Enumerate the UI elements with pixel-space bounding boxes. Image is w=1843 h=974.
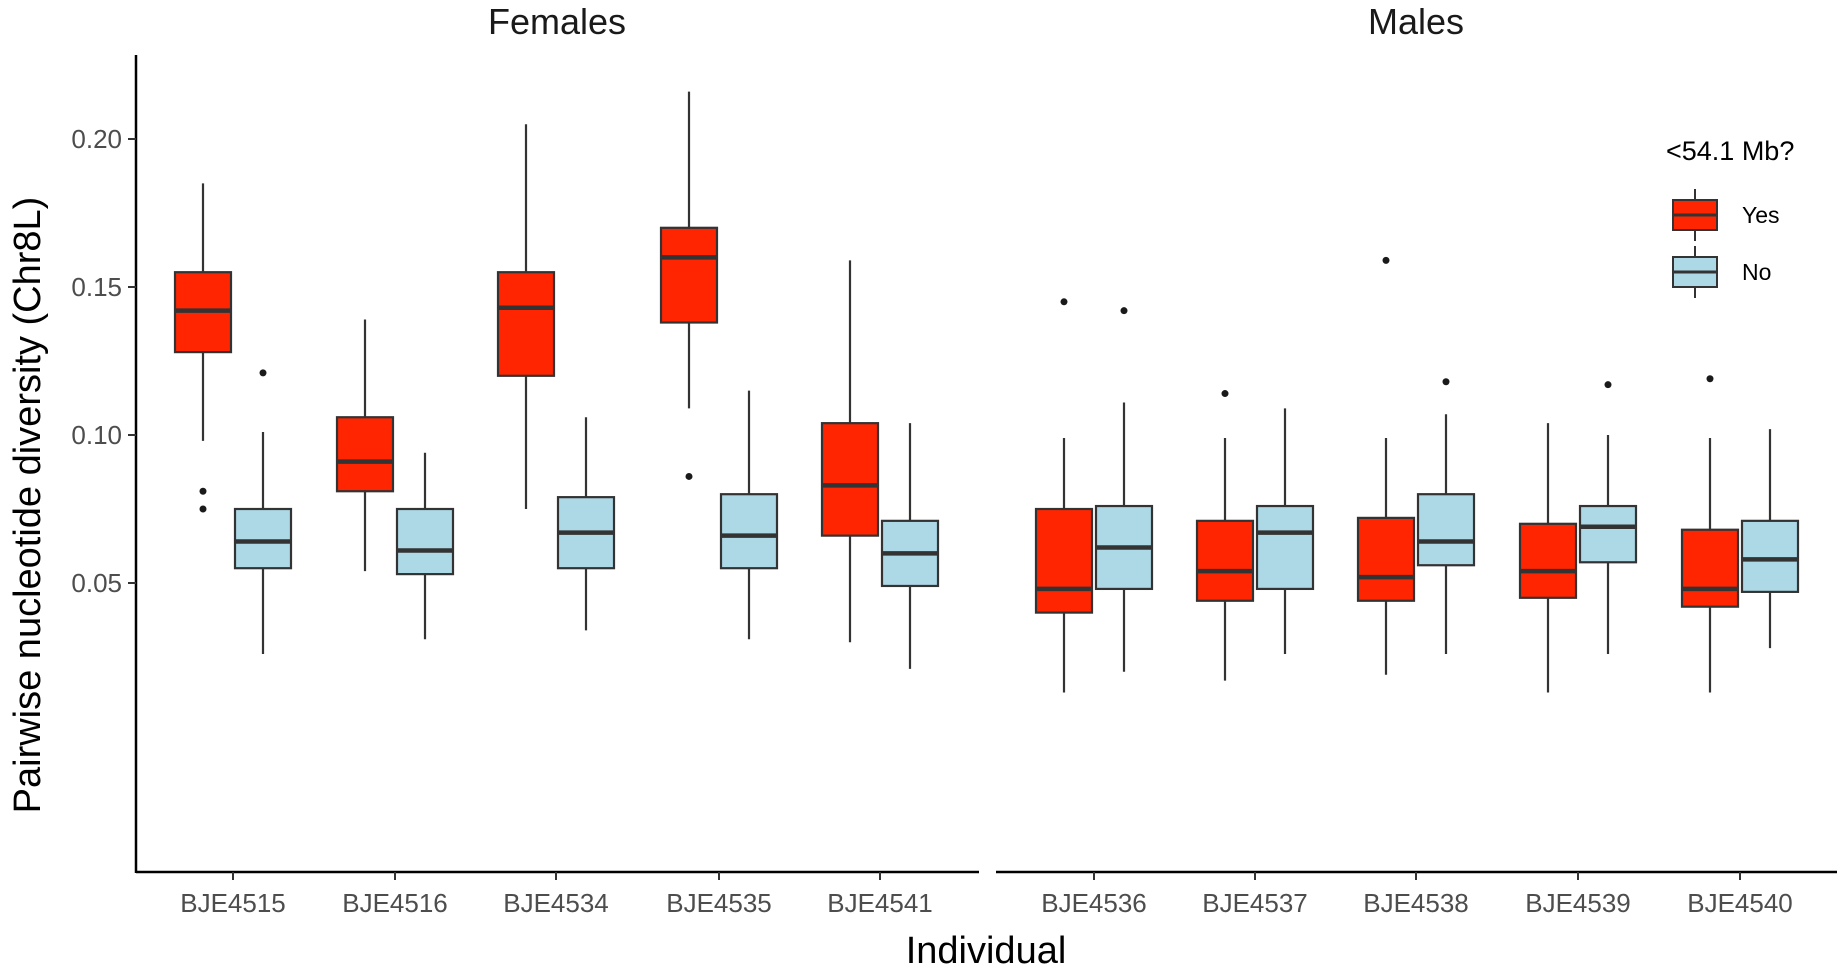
box-BJE4540-yes (1680, 375, 1740, 693)
legend-item-no: No (1672, 246, 1771, 298)
x-tick-label: BJE4535 (666, 888, 772, 918)
box-BJE4536-no (1094, 307, 1154, 672)
box-BJE4534-no (556, 417, 616, 631)
box-iqr (1518, 522, 1578, 599)
outlier-point (1120, 307, 1128, 315)
box-BJE4541-yes (820, 260, 880, 643)
box-iqr (1578, 504, 1638, 564)
box-iqr (1680, 528, 1740, 608)
x-tick-label: BJE4537 (1202, 888, 1308, 918)
box-BJE4541-no (880, 423, 940, 669)
outlier-point (1604, 381, 1612, 389)
x-tick-label: BJE4539 (1525, 888, 1631, 918)
box-BJE4516-yes (335, 319, 395, 572)
box-BJE4515-no (233, 369, 293, 655)
facet-titles: Females Males (488, 1, 1464, 42)
box-BJE4537-yes (1195, 390, 1255, 681)
facet-title-females: Females (488, 1, 626, 42)
box-iqr (233, 507, 293, 570)
outlier-point (1060, 298, 1068, 306)
outlier-point (1706, 375, 1714, 383)
box-BJE4535-no (719, 390, 779, 640)
box-BJE4536-yes (1034, 298, 1094, 693)
outlier-point (259, 369, 267, 377)
legend-item-yes: Yes (1672, 189, 1780, 241)
box-iqr (659, 226, 719, 324)
y-tick-label: 0.15 (71, 272, 122, 302)
outlier-point (199, 487, 207, 495)
x-tick-label: BJE4516 (342, 888, 448, 918)
box-BJE4540-no (1740, 429, 1800, 649)
box-iqr (719, 493, 779, 570)
outlier-point (199, 505, 207, 513)
legend-title: <54.1 Mb? (1666, 136, 1794, 166)
x-tick-label: BJE4536 (1041, 888, 1147, 918)
legend-label: No (1742, 259, 1771, 285)
box-iqr (1255, 504, 1315, 591)
box-BJE4539-yes (1518, 423, 1578, 693)
legend: <54.1 Mb? Yes No (1666, 136, 1794, 298)
box-iqr (820, 422, 880, 537)
boxes (173, 91, 1800, 693)
facet-title-males: Males (1368, 1, 1464, 42)
box-iqr (1356, 516, 1416, 602)
outlier-point (1382, 256, 1390, 264)
legend-label: Yes (1742, 202, 1780, 228)
box-iqr (496, 271, 556, 377)
box-iqr (1740, 519, 1800, 593)
box-BJE4515-yes (173, 183, 233, 513)
x-tick-label: BJE4534 (503, 888, 609, 918)
box-iqr (1195, 519, 1255, 602)
box-BJE4537-no (1255, 408, 1315, 655)
box-iqr (335, 416, 395, 493)
x-tick-label: BJE4515 (180, 888, 286, 918)
box-BJE4538-yes (1356, 256, 1416, 675)
box-BJE4516-no (395, 452, 455, 640)
y-tick-label: 0.10 (71, 420, 122, 450)
outlier-point (685, 472, 693, 480)
x-tick-label: BJE4541 (827, 888, 933, 918)
box-iqr (1416, 493, 1476, 567)
box-iqr (1034, 507, 1094, 614)
y-tick-label: 0.20 (71, 124, 122, 154)
outlier-point (1221, 390, 1229, 398)
x-tick-label: BJE4538 (1363, 888, 1469, 918)
outlier-point (1442, 378, 1450, 386)
x-axis-title: Individual (906, 930, 1067, 972)
x-axes: BJE4515 BJE4516 BJE4534 BJE4535 BJE4541 BJE45… (136, 870, 1837, 918)
box-BJE4538-no (1416, 378, 1476, 655)
box-BJE4535-yes (659, 91, 719, 480)
x-tick-label: BJE4540 (1687, 888, 1793, 918)
y-axis-title: Pairwise nucleotide diversity (Chr8L) (7, 197, 49, 814)
y-tick-label: 0.05 (71, 568, 122, 598)
box-BJE4534-yes (496, 124, 556, 509)
y-axis: 0.05 0.10 0.15 0.20 (71, 55, 138, 873)
box-iqr (395, 507, 455, 576)
box-BJE4539-no (1578, 381, 1638, 655)
